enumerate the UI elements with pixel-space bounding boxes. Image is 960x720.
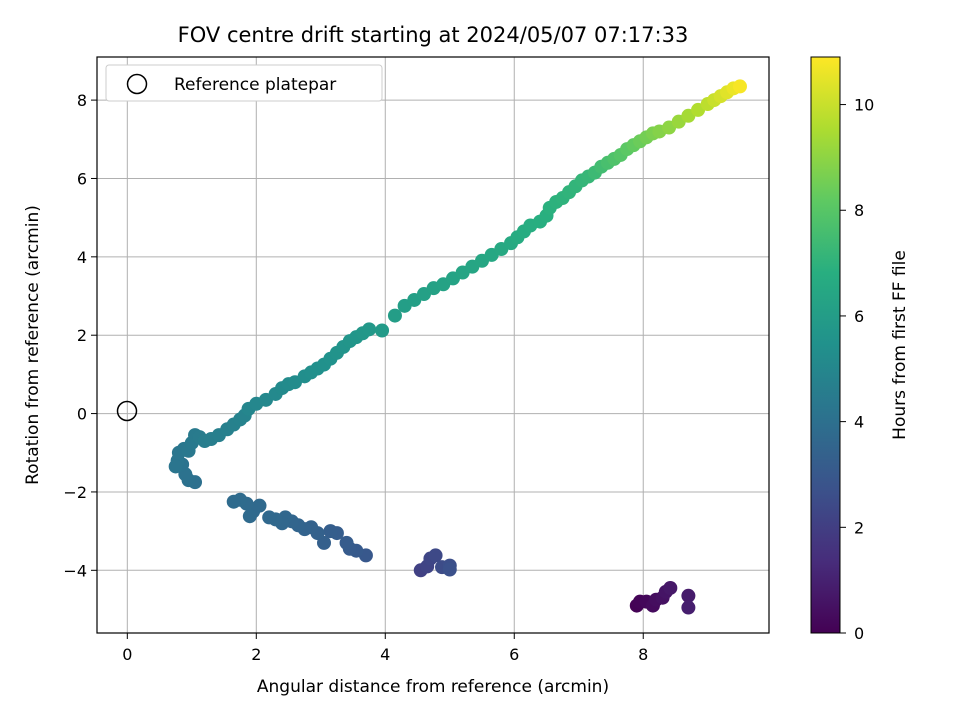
y-axis-label: Rotation from reference (arcmin) <box>23 205 43 485</box>
data-point <box>262 510 277 525</box>
x-axis-label: Angular distance from reference (arcmin) <box>257 677 609 697</box>
y-tick-label: 0 <box>77 405 87 424</box>
colorbar: 0 2 4 6 8 10 Hours from first FF file <box>810 56 910 643</box>
data-point <box>226 494 241 509</box>
colorbar-tick-label: 6 <box>854 307 864 326</box>
colorbar-tick-label: 10 <box>854 96 874 115</box>
chart-title: FOV centre drift starting at 2024/05/07 … <box>178 23 689 47</box>
y-tick-label: 8 <box>77 91 87 110</box>
y-tick-label: 4 <box>77 248 87 267</box>
x-tick-label: 6 <box>509 645 519 664</box>
x-tick-label: 2 <box>251 645 261 664</box>
reference-marker <box>116 400 138 422</box>
data-point <box>442 562 457 577</box>
data-point <box>339 535 354 550</box>
legend-box <box>105 64 383 102</box>
x-tick-label: 8 <box>638 645 648 664</box>
data-point <box>663 580 678 595</box>
data-points <box>168 79 747 615</box>
colorbar-tick-label: 8 <box>854 201 864 220</box>
legend-label: Reference platepar <box>174 75 336 95</box>
y-tick-label: −2 <box>63 483 87 502</box>
x-axis-ticks: 0 2 4 6 8 <box>122 633 648 664</box>
grid-lines <box>97 57 769 633</box>
colorbar-gradient <box>810 56 841 634</box>
colorbar-tick-label: 0 <box>854 624 864 643</box>
y-tick-label: 6 <box>77 169 87 188</box>
data-point <box>362 322 377 337</box>
data-point <box>375 323 390 338</box>
data-point <box>428 548 443 563</box>
data-point <box>168 459 183 474</box>
data-point <box>732 79 747 94</box>
legend-marker-icon <box>126 73 148 95</box>
data-point <box>681 600 696 615</box>
data-point <box>242 509 257 524</box>
plot-frame <box>96 56 770 634</box>
data-point <box>387 308 402 323</box>
colorbar-label: Hours from first FF file <box>890 250 910 440</box>
colorbar-ticks: 0 2 4 6 8 10 <box>840 96 874 643</box>
y-axis-ticks: −4 −2 0 2 4 6 8 <box>63 91 97 580</box>
colorbar-tick-label: 4 <box>854 413 864 432</box>
legend: Reference platepar <box>105 64 383 102</box>
x-tick-label: 0 <box>122 645 132 664</box>
y-tick-label: −4 <box>63 561 87 580</box>
x-tick-label: 4 <box>380 645 390 664</box>
colorbar-tick-label: 2 <box>854 518 864 537</box>
y-tick-label: 2 <box>77 326 87 345</box>
data-point <box>681 588 696 603</box>
data-point <box>323 524 338 539</box>
